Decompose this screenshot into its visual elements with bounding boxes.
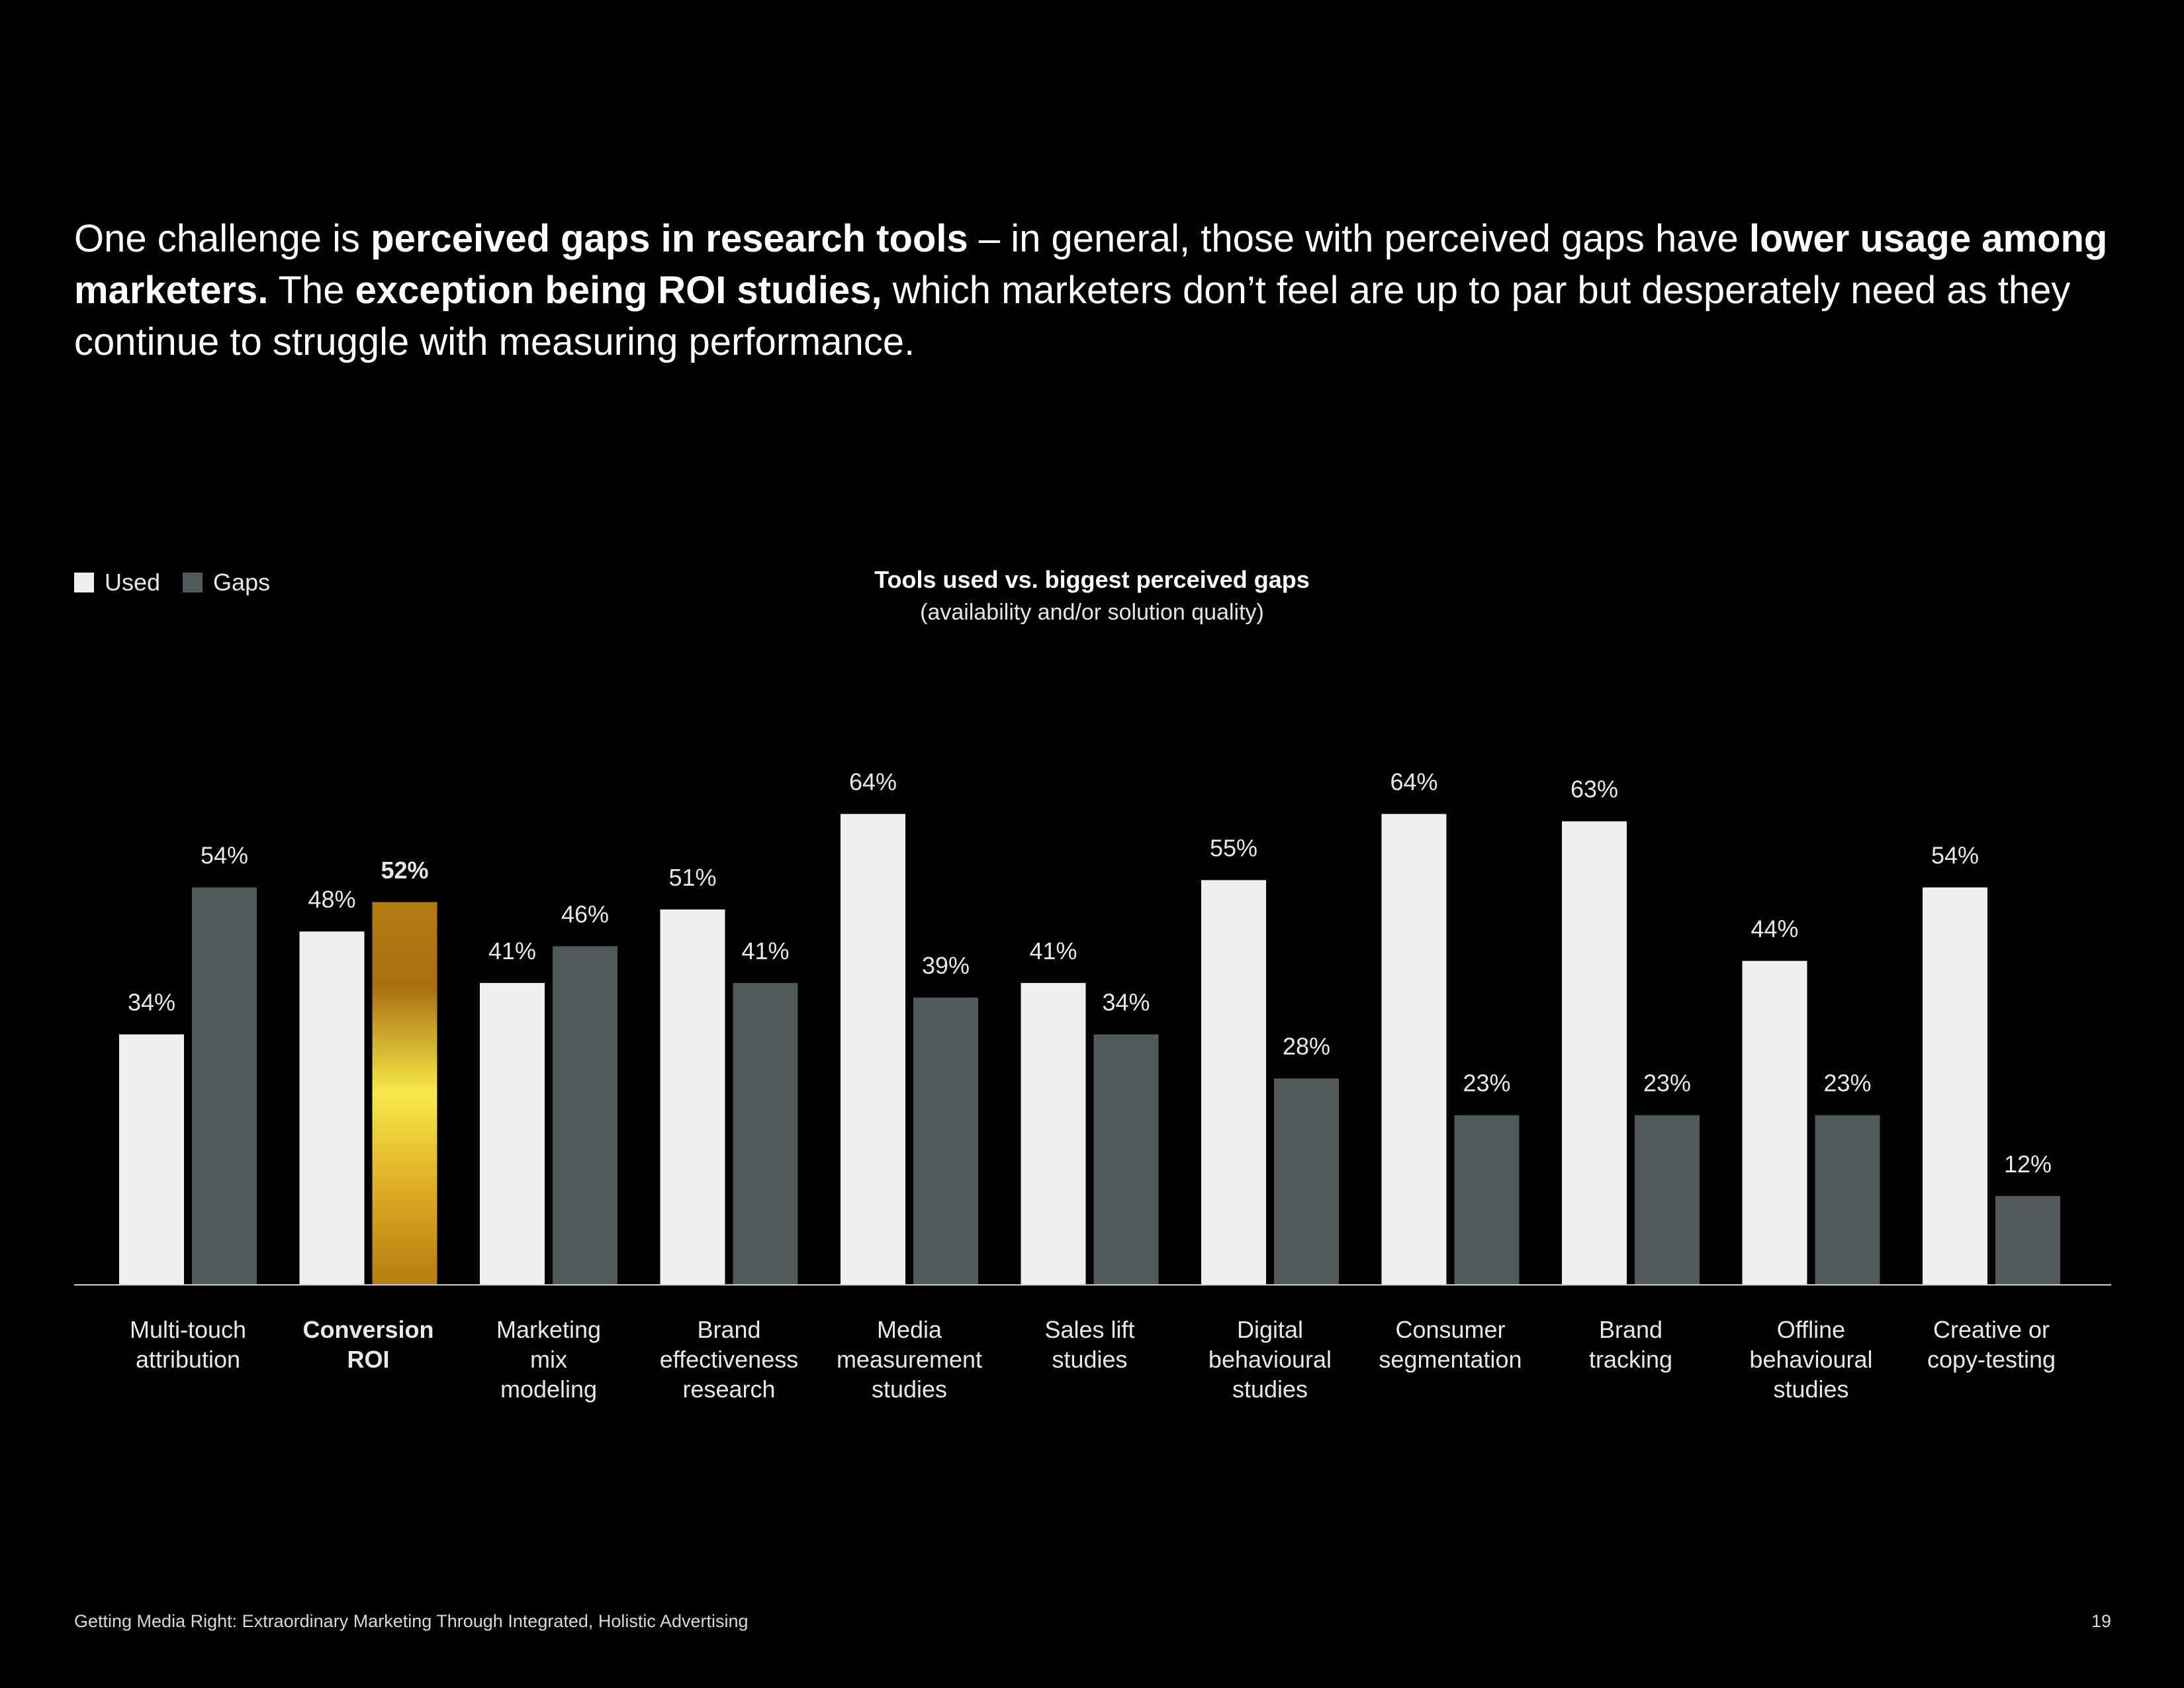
- category-label-0-line-0: Multi-touch: [130, 1316, 246, 1343]
- category-labels-layer: Multi-touch attribution Conversion ROI Marke…: [130, 1316, 2056, 1403]
- value-label-used-0: 34%: [128, 989, 175, 1016]
- value-label-gaps-8: 23%: [1643, 1070, 1691, 1097]
- category-label-10-line-1: copy-testing: [1927, 1346, 2056, 1373]
- legend-label-gaps: Gaps: [213, 569, 271, 596]
- bar-used-0: [119, 1034, 184, 1284]
- category-label-2-line-1: mix: [530, 1346, 567, 1373]
- category-label-4-line-1: measurement: [837, 1346, 982, 1373]
- value-labels-layer: 34% 54% 48% 52% 41% 46% 51% 41% 64% 39% 41% 34% 55% 2…: [128, 769, 2052, 1178]
- value-label-used-10: 54%: [1931, 842, 1979, 869]
- value-label-gaps-4: 39%: [922, 952, 970, 979]
- bar-gaps-2: [553, 946, 617, 1284]
- category-label-4-line-2: studies: [872, 1376, 947, 1403]
- chart-title: Tools used vs. biggest perceived gaps: [874, 566, 1310, 593]
- value-label-used-1: 48%: [308, 886, 355, 913]
- headline-part-4: The: [268, 269, 355, 312]
- category-label-9-line-2: studies: [1773, 1376, 1848, 1403]
- bar-gaps-6: [1274, 1078, 1339, 1284]
- category-label-3-line-1: effectiveness: [660, 1346, 798, 1373]
- category-label-9-line-1: behavioural: [1749, 1346, 1872, 1373]
- bar-gaps-3: [733, 982, 798, 1284]
- bars-layer: [119, 814, 2060, 1284]
- value-label-gaps-10: 12%: [2004, 1150, 2052, 1178]
- bar-used-9: [1742, 961, 1807, 1284]
- value-label-used-3: 51%: [668, 864, 716, 891]
- category-label-7-line-0: Consumer: [1395, 1316, 1505, 1343]
- bar-gaps-5: [1093, 1034, 1159, 1284]
- value-label-gaps-7: 23%: [1463, 1070, 1510, 1097]
- headline-part-5: exception being ROI studies,: [355, 269, 882, 312]
- category-label-6-line-1: behavioural: [1208, 1346, 1332, 1373]
- bar-gaps-1: [372, 902, 437, 1284]
- category-label-0-line-1: attribution: [136, 1346, 240, 1373]
- value-label-gaps-2: 46%: [561, 900, 609, 927]
- value-label-gaps-3: 41%: [741, 937, 789, 964]
- value-label-gaps-0: 54%: [201, 842, 248, 869]
- headline-part-0: One challenge is: [74, 217, 371, 260]
- value-label-gaps-9: 23%: [1823, 1070, 1871, 1097]
- headline-part-3: lower usage among marketers.: [74, 217, 2108, 312]
- legend-item-gaps: Gaps: [183, 569, 270, 596]
- bar-used-6: [1201, 880, 1266, 1284]
- bar-used-8: [1562, 821, 1627, 1284]
- category-label-5-line-0: Sales lift: [1044, 1316, 1134, 1343]
- value-label-used-4: 64%: [849, 769, 897, 796]
- bar-chart: 34% 54% 48% 52% 41% 46% 51% 41% 64% 39% 41% 34% 55% 2…: [74, 769, 2111, 1403]
- value-label-gaps-1: 52%: [381, 857, 428, 884]
- legend-swatch-gaps: [183, 573, 203, 592]
- value-label-gaps-5: 34%: [1102, 989, 1150, 1016]
- bar-gaps-4: [913, 998, 978, 1284]
- bar-gaps-10: [1995, 1196, 2060, 1284]
- value-label-used-2: 41%: [488, 937, 536, 964]
- footer-text: Getting Media Right: Extraordinary Marke…: [74, 1611, 749, 1631]
- category-label-6-line-0: Digital: [1237, 1316, 1303, 1343]
- category-label-2-line-0: Marketing: [496, 1316, 601, 1343]
- bar-used-2: [480, 982, 545, 1284]
- legend-item-used: Used: [74, 569, 160, 596]
- category-label-1-line-1: ROI: [347, 1346, 389, 1373]
- bar-gaps-9: [1815, 1115, 1880, 1284]
- category-label-2-line-2: modeling: [500, 1376, 597, 1403]
- bar-used-10: [1923, 887, 1987, 1284]
- bar-gaps-8: [1635, 1115, 1700, 1284]
- value-label-used-9: 44%: [1751, 915, 1798, 943]
- category-label-5-line-1: studies: [1052, 1346, 1127, 1373]
- bar-used-4: [841, 814, 905, 1284]
- bar-used-3: [660, 909, 725, 1284]
- bar-used-7: [1381, 814, 1447, 1284]
- category-label-10-line-0: Creative or: [1933, 1316, 2050, 1343]
- value-label-used-6: 55%: [1210, 835, 1257, 862]
- legend-swatch-used: [74, 573, 94, 592]
- headline-part-2: – in general, those with perceived gaps …: [968, 217, 1749, 260]
- category-label-9-line-0: Offline: [1777, 1316, 1845, 1343]
- category-label-7-line-1: segmentation: [1379, 1346, 1522, 1373]
- category-label-8-line-1: tracking: [1589, 1346, 1672, 1373]
- headline-part-6: which marketers don’t feel are up to par…: [74, 269, 2071, 363]
- bar-used-1: [299, 931, 365, 1284]
- legend-label-used: Used: [105, 569, 161, 596]
- bar-gaps-0: [192, 887, 257, 1284]
- value-label-used-7: 64%: [1390, 769, 1437, 796]
- value-label-used-8: 63%: [1570, 776, 1618, 803]
- bar-gaps-7: [1454, 1115, 1520, 1284]
- category-label-1-line-0: Conversion: [302, 1316, 433, 1343]
- category-label-6-line-2: studies: [1232, 1376, 1308, 1403]
- value-label-used-5: 41%: [1029, 937, 1077, 964]
- legend: Used Gaps: [74, 568, 293, 597]
- category-label-3-line-2: research: [682, 1376, 775, 1403]
- headline: One challenge is perceived gaps in resea…: [74, 213, 2113, 368]
- category-label-4-line-0: Media: [877, 1316, 942, 1343]
- headline-part-1: perceived gaps in research tools: [371, 217, 968, 260]
- value-label-gaps-6: 28%: [1283, 1033, 1330, 1060]
- chart-subtitle: (availability and/or solution quality): [920, 600, 1264, 625]
- category-label-8-line-0: Brand: [1599, 1316, 1662, 1343]
- bar-used-5: [1021, 982, 1086, 1284]
- category-label-3-line-0: Brand: [697, 1316, 760, 1343]
- page-number: 19: [2091, 1611, 2111, 1631]
